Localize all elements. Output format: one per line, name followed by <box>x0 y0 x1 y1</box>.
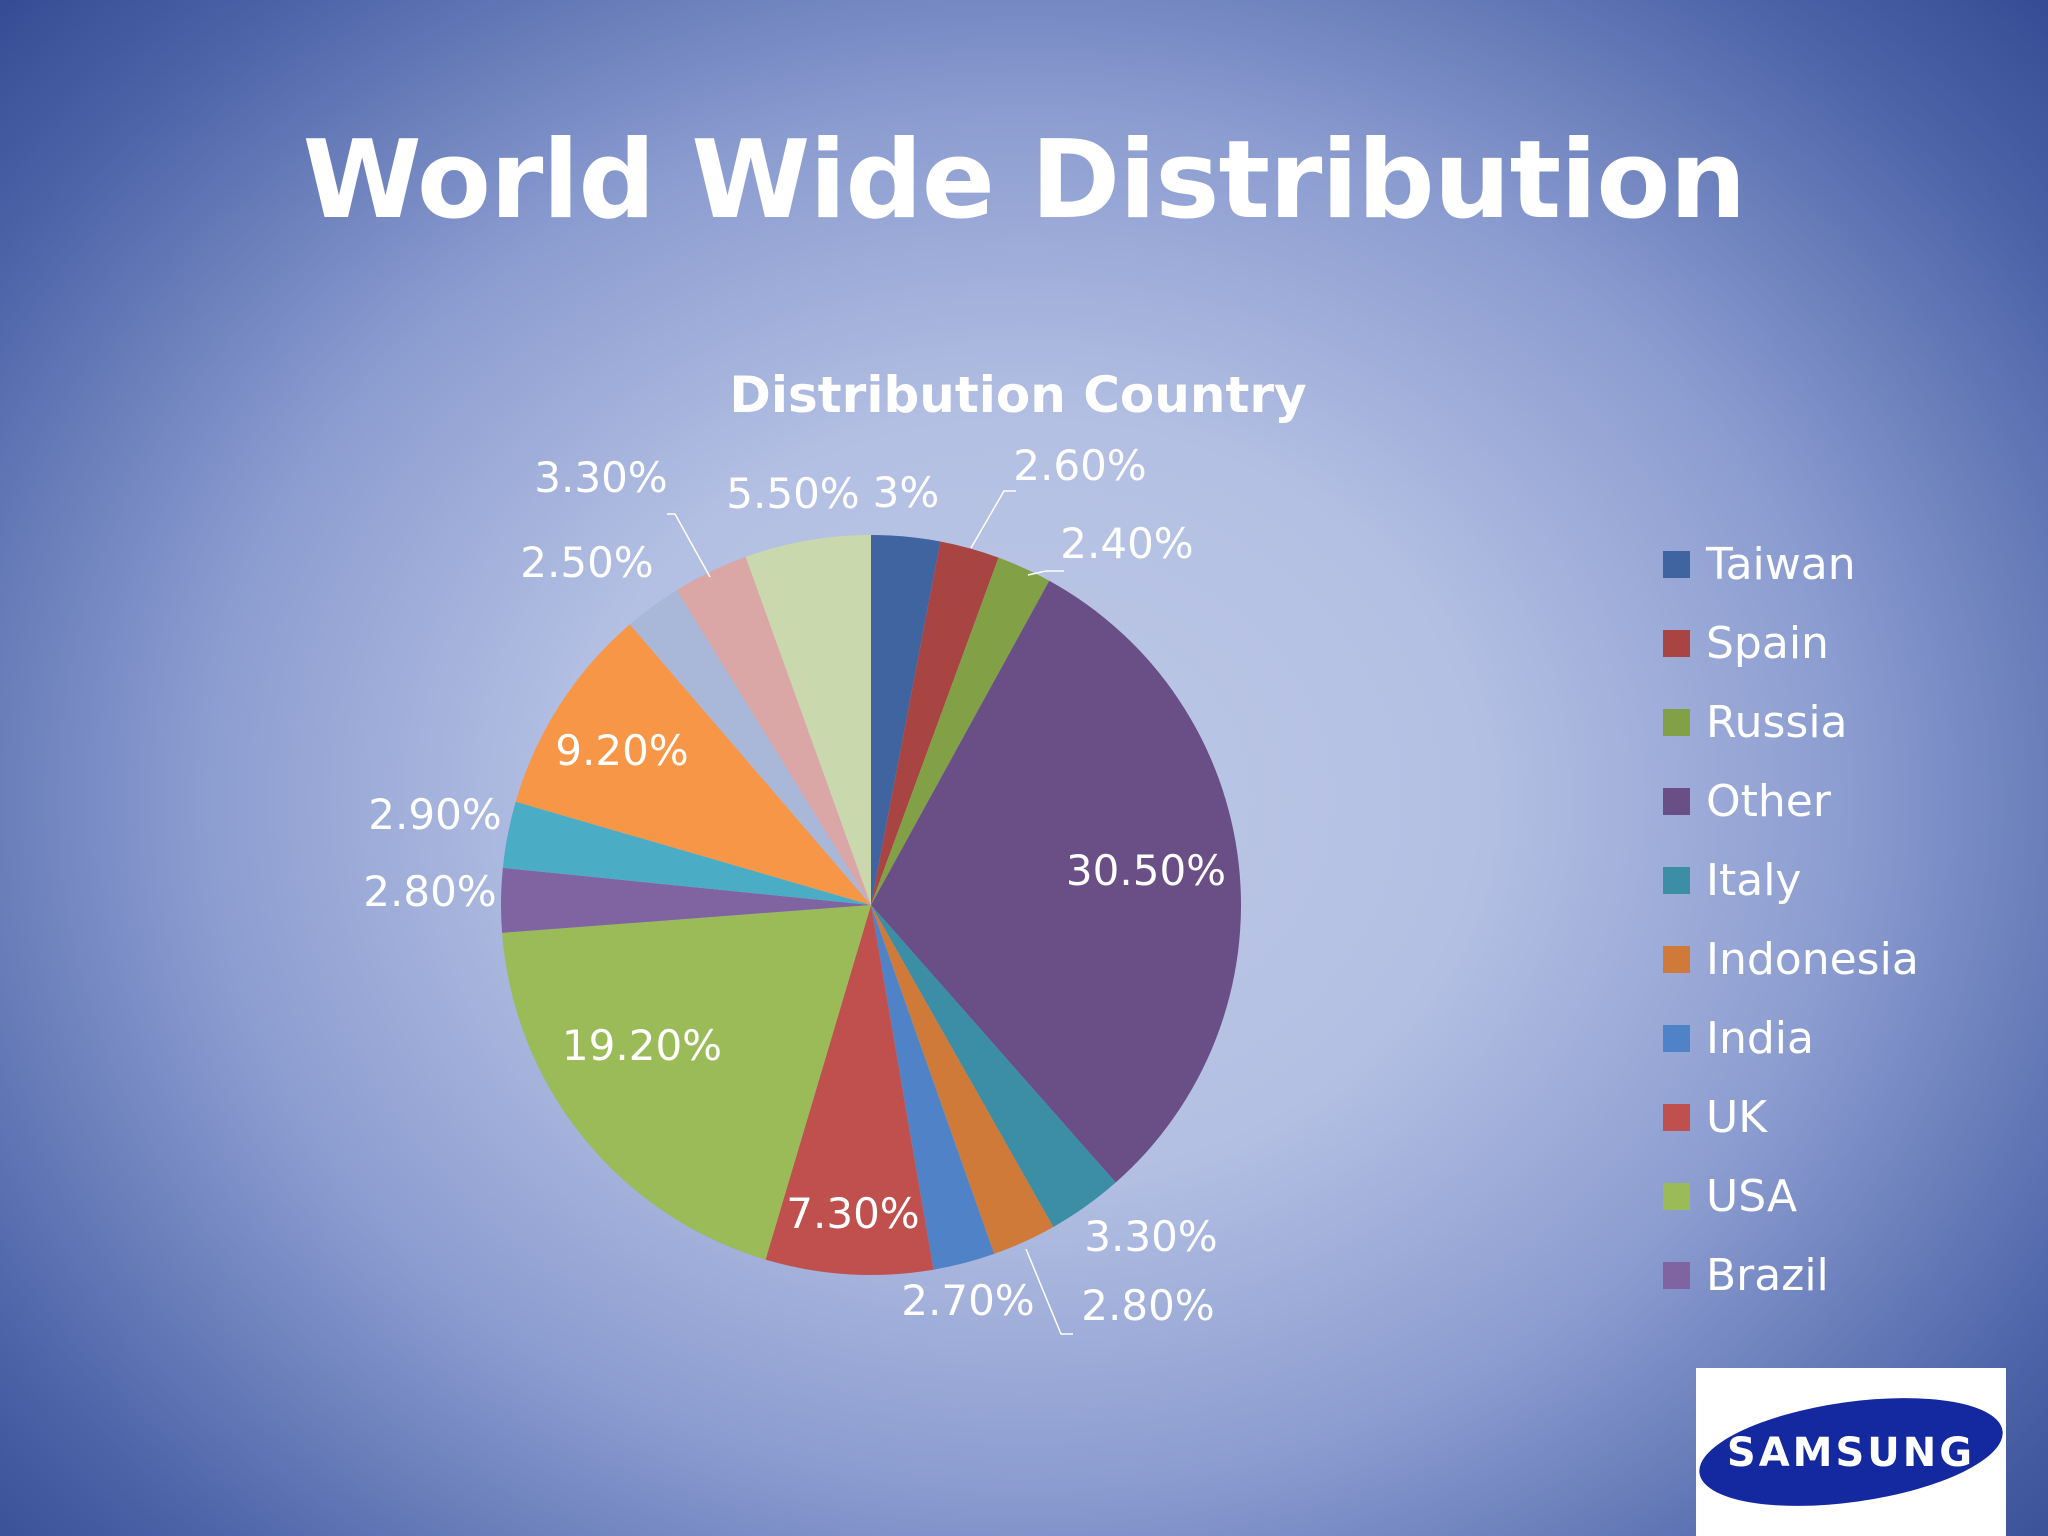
leader-lines <box>667 490 1073 1335</box>
pie-slice-india <box>871 905 995 1270</box>
legend-swatch <box>1663 1262 1690 1289</box>
legend-item: Indonesia <box>1663 920 1919 999</box>
leader-line <box>1025 1248 1073 1335</box>
legend-label: UK <box>1706 1092 1768 1143</box>
pie-slice-russia <box>871 557 1050 905</box>
slide-title: World Wide Distribution <box>302 118 1747 243</box>
data-label: 3.30% <box>1084 1212 1217 1261</box>
legend-swatch <box>1663 946 1690 973</box>
legend-swatch <box>1663 1025 1690 1052</box>
pie-slice-10 <box>502 801 871 905</box>
chart-title: Distribution Country <box>729 366 1306 424</box>
legend-label: Italy <box>1706 855 1802 906</box>
legend-label: USA <box>1706 1171 1798 1222</box>
data-label: 2.90% <box>368 790 501 839</box>
pie-slice-italy <box>871 905 1116 1227</box>
legend-item: Brazil <box>1663 1236 1919 1315</box>
pie-slice-spain <box>871 541 999 905</box>
data-label: 2.50% <box>520 538 653 587</box>
legend-item: UK <box>1663 1078 1919 1157</box>
leader-line <box>667 513 711 578</box>
legend-label: Other <box>1706 776 1831 827</box>
data-label: 2.40% <box>1060 519 1193 568</box>
pie-slice-other <box>871 580 1242 1183</box>
data-label: 2.80% <box>363 867 496 916</box>
legend-label: Spain <box>1706 618 1829 669</box>
legend-swatch <box>1663 788 1690 815</box>
data-labels: 3% 2.60% 2.40% 30.50% 3.30% 2.80% 2.70% 7.30% 19… <box>363 441 1226 1330</box>
legend-swatch <box>1663 709 1690 736</box>
pie-slice-indonesia <box>871 905 1054 1254</box>
pie-slice-12 <box>629 590 871 905</box>
pie-slice-11 <box>515 624 871 905</box>
legend-item: Taiwan <box>1663 525 1919 604</box>
legend-swatch <box>1663 867 1690 894</box>
legend-label: Indonesia <box>1706 934 1919 985</box>
legend-swatch <box>1663 1104 1690 1131</box>
legend-item: Russia <box>1663 683 1919 762</box>
data-label: 2.80% <box>1081 1281 1214 1330</box>
pie-slice-uk <box>765 905 934 1276</box>
pie-slice-13 <box>676 556 871 905</box>
legend-swatch <box>1663 551 1690 578</box>
data-label: 9.20% <box>555 726 688 775</box>
samsung-logo: SAMSUNG <box>1696 1368 2006 1536</box>
leader-line <box>970 490 1016 549</box>
pie-slices <box>500 535 1242 1276</box>
pie-slice-usa <box>502 905 871 1260</box>
legend-item: USA <box>1663 1157 1919 1236</box>
legend-swatch <box>1663 1183 1690 1210</box>
legend-swatch <box>1663 630 1690 657</box>
logo-text: SAMSUNG <box>1727 1430 1975 1476</box>
legend-item: Spain <box>1663 604 1919 683</box>
chart-legend: Taiwan Spain Russia Other Italy Indonesia Indi… <box>1663 525 1919 1315</box>
data-label: 3% <box>873 468 940 517</box>
pie-slice-14 <box>745 535 871 905</box>
leader-line <box>1027 570 1064 576</box>
data-label: 7.30% <box>786 1189 919 1238</box>
legend-item: Italy <box>1663 841 1919 920</box>
data-label: 5.50% <box>726 469 859 518</box>
legend-label: Taiwan <box>1706 539 1856 590</box>
pie-slice-brazil <box>500 867 871 933</box>
data-label: 19.20% <box>562 1021 722 1070</box>
data-label: 3.30% <box>534 453 667 502</box>
legend-label: India <box>1706 1013 1814 1064</box>
legend-item: India <box>1663 999 1919 1078</box>
legend-label: Russia <box>1706 697 1848 748</box>
pie-slice-taiwan <box>871 535 941 905</box>
data-label: 2.60% <box>1013 441 1146 490</box>
legend-label: Brazil <box>1706 1250 1829 1301</box>
data-label: 2.70% <box>901 1276 1034 1325</box>
legend-item: Other <box>1663 762 1919 841</box>
data-label: 30.50% <box>1066 846 1226 895</box>
